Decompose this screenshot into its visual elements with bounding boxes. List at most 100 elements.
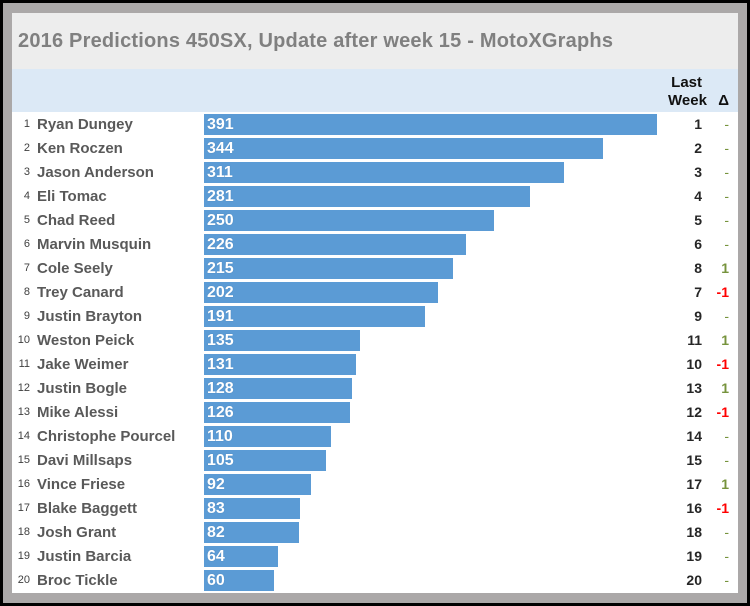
last-week-value: 17 <box>686 476 702 492</box>
table-row: 10 Weston Peick 135 11 1 <box>12 328 738 352</box>
table-row: 12 Justin Bogle 128 13 1 <box>12 376 738 400</box>
rider-name-label: Trey Canard <box>37 283 124 301</box>
delta-value: -1 <box>716 500 729 516</box>
points-bar: 92 <box>204 473 311 495</box>
points-bar: 391 <box>204 113 657 135</box>
delta-value: -1 <box>716 356 729 372</box>
bar-zone: 131 <box>204 353 668 375</box>
bar-zone: 281 <box>204 185 668 207</box>
window-frame: 2016 Predictions 450SX, Update after wee… <box>3 3 747 603</box>
rank-label: 10 <box>17 334 30 346</box>
last-week-column-header: Last Week <box>668 69 707 112</box>
rider-name-label: Chad Reed <box>37 211 116 229</box>
points-value-label: 391 <box>207 115 234 133</box>
points-value-label: 135 <box>207 331 234 349</box>
table-row: 14 Christophe Pourcel 110 14 - <box>12 424 738 448</box>
points-bar: 105 <box>204 449 326 471</box>
page-title: 2016 Predictions 450SX, Update after wee… <box>18 29 614 52</box>
points-value-label: 92 <box>207 475 225 493</box>
last-week-value: 14 <box>686 428 702 444</box>
points-bar: 311 <box>204 161 564 183</box>
delta-value: 1 <box>721 260 729 276</box>
points-bar: 131 <box>204 353 356 375</box>
bar-zone: 92 <box>204 473 668 495</box>
column-header-band: Last Week Δ <box>12 69 738 112</box>
rank-label: 1 <box>23 118 30 130</box>
points-value-label: 110 <box>207 427 233 445</box>
title-strip: 2016 Predictions 450SX, Update after wee… <box>12 13 738 69</box>
points-bar: 281 <box>204 185 530 207</box>
last-week-value: 10 <box>686 356 702 372</box>
rank-label: 11 <box>18 358 30 370</box>
points-bar: 202 <box>204 281 438 303</box>
rider-name-label: Josh Grant <box>37 523 117 541</box>
points-value-label: 311 <box>207 163 233 181</box>
last-week-value: 8 <box>694 260 702 276</box>
points-value-label: 191 <box>207 307 234 325</box>
bar-zone: 110 <box>204 425 668 447</box>
last-week-value: 20 <box>686 572 702 588</box>
rank-label: 20 <box>17 574 30 586</box>
rank-label: 15 <box>17 454 30 466</box>
table-row: 5 Chad Reed 250 5 - <box>12 208 738 232</box>
bar-zone: 215 <box>204 257 668 279</box>
delta-value: - <box>724 548 729 564</box>
points-value-label: 83 <box>207 499 225 517</box>
rank-label: 4 <box>23 190 30 202</box>
rider-name-label: Justin Brayton <box>37 307 143 325</box>
points-bar: 128 <box>204 377 352 399</box>
rider-name-label: Christophe Pourcel <box>37 427 176 445</box>
rank-label: 19 <box>17 550 30 562</box>
last-week-value: 2 <box>694 140 702 156</box>
rider-name-label: Mike Alessi <box>37 403 119 421</box>
points-bar: 250 <box>204 209 494 231</box>
rider-name-label: Broc Tickle <box>37 571 118 589</box>
rider-name-label: Jason Anderson <box>37 163 154 181</box>
rider-name-label: Vince Friese <box>37 475 126 493</box>
header-spacer <box>12 69 668 112</box>
points-bar: 82 <box>204 521 299 543</box>
last-week-value: 1 <box>694 116 702 132</box>
last-week-value: 13 <box>686 380 702 396</box>
table-row: 20 Broc Tickle 60 20 - <box>12 568 738 592</box>
table-row: 16 Vince Friese 92 17 1 <box>12 472 738 496</box>
table-row: 2 Ken Roczen 344 2 - <box>12 136 738 160</box>
points-value-label: 202 <box>207 283 234 301</box>
rider-name-label: Ryan Dungey <box>37 115 133 133</box>
last-week-value: 18 <box>686 524 702 540</box>
delta-value: - <box>724 140 729 156</box>
last-week-value: 11 <box>687 332 702 348</box>
rider-name-label: Davi Millsaps <box>37 451 133 469</box>
rank-label: 13 <box>17 406 30 418</box>
rider-name-label: Blake Baggett <box>37 499 138 517</box>
delta-value: - <box>724 236 729 252</box>
table-row: 17 Blake Baggett 83 16 -1 <box>12 496 738 520</box>
points-bar: 226 <box>204 233 466 255</box>
rank-label: 12 <box>17 382 30 394</box>
points-value-label: 64 <box>207 547 225 565</box>
last-week-value: 5 <box>694 212 702 228</box>
points-value-label: 82 <box>207 523 225 541</box>
bar-zone: 126 <box>204 401 668 423</box>
last-week-header-line2: Week <box>668 92 707 109</box>
table-row: 6 Marvin Musquin 226 6 - <box>12 232 738 256</box>
last-week-value: 3 <box>694 164 702 180</box>
points-bar: 126 <box>204 401 350 423</box>
rank-label: 6 <box>23 238 30 250</box>
points-bar: 64 <box>204 545 278 567</box>
bar-zone: 250 <box>204 209 668 231</box>
bar-zone: 202 <box>204 281 668 303</box>
rank-label: 8 <box>23 286 30 298</box>
table-row: 3 Jason Anderson 311 3 - <box>12 160 738 184</box>
last-week-value: 12 <box>686 404 702 420</box>
bar-zone: 105 <box>204 449 668 471</box>
bar-zone: 191 <box>204 305 668 327</box>
last-week-value: 15 <box>686 452 702 468</box>
rank-label: 2 <box>23 142 30 154</box>
delta-value: - <box>724 452 729 468</box>
rider-name-label: Jake Weimer <box>37 355 129 373</box>
points-bar: 60 <box>204 569 274 591</box>
delta-value: - <box>724 188 729 204</box>
rider-name-label: Justin Bogle <box>37 379 128 397</box>
delta-value: 1 <box>721 476 729 492</box>
